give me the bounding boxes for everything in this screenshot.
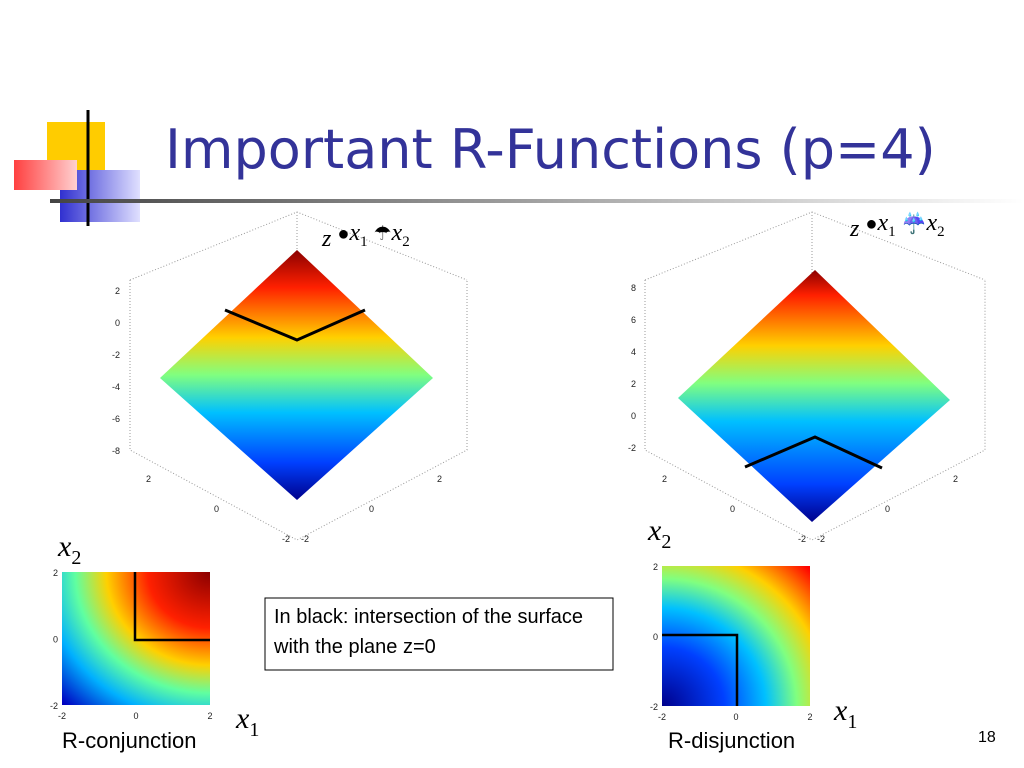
x-tick-label: 0: [733, 712, 738, 722]
formula-part: x: [348, 220, 360, 246]
x-tick-label: -2: [282, 534, 290, 544]
axis-letter: x: [647, 514, 662, 547]
zero-contour: [224, 308, 366, 342]
y-tick-label: 2: [53, 568, 58, 578]
z-tick-label: -4: [112, 382, 120, 392]
formula-part: 1: [888, 224, 896, 240]
y-tick-label: 2: [953, 474, 958, 484]
z-tick-label: -6: [112, 414, 120, 424]
axis-letter: x: [57, 530, 72, 563]
formula-part: ☔: [902, 211, 927, 235]
zero-contour: [662, 633, 739, 706]
x-tick-label: 0: [214, 504, 219, 514]
caption: R-disjunction: [668, 728, 795, 753]
formula-part: ●: [865, 213, 877, 235]
y-tick-label: -2: [650, 702, 658, 712]
z-tick-label: 4: [631, 347, 636, 357]
formula-part: ☂: [374, 223, 392, 245]
y-tick-label: -2: [817, 534, 825, 544]
formula: z ●x1 ☔x2: [849, 210, 945, 242]
formula-part: 2: [402, 234, 410, 250]
formula: z ●x1 ☂x2: [321, 220, 410, 252]
formula-part: x: [926, 210, 938, 236]
y-tick-label: 2: [437, 474, 442, 484]
x-tick-label: 0: [730, 504, 735, 514]
y-tick-label: 0: [369, 504, 374, 514]
zero-contour: [744, 435, 883, 470]
z-tick-label: -2: [628, 443, 636, 453]
x-tick-label: 2: [807, 712, 812, 722]
formula-part: x: [391, 220, 403, 246]
z-tick-label: -8: [112, 446, 120, 456]
axis-letter: x: [833, 694, 848, 727]
z-tick-label: 0: [115, 318, 120, 328]
y-tick-label: 0: [885, 504, 890, 514]
axis-letter: x: [235, 702, 250, 735]
zero-contour: [133, 572, 210, 642]
surface: [678, 270, 950, 522]
y-tick-label: 2: [653, 562, 658, 572]
z-tick-label: -2: [112, 350, 120, 360]
caption: R-conjunction: [62, 728, 197, 753]
formula-part: z: [849, 216, 860, 242]
axis-sub: 2: [661, 531, 671, 553]
y-tick-label: -2: [50, 701, 58, 711]
formula-part: z: [321, 226, 332, 252]
x-tick-label: 2: [662, 474, 667, 484]
axis-sub: 1: [847, 711, 857, 733]
z-tick-label: 2: [115, 286, 120, 296]
page-number: 18: [978, 729, 996, 746]
note-box: [264, 597, 614, 671]
y-tick-label: 0: [653, 632, 658, 642]
formula-part: x: [876, 210, 888, 236]
formula-part: ●: [337, 223, 349, 245]
z-tick-label: 6: [631, 315, 636, 325]
y-tick-label: 0: [53, 635, 58, 645]
x-tick-label: -2: [58, 711, 66, 721]
axis-label: x1: [235, 702, 259, 741]
axis-sub: 1: [249, 719, 259, 741]
formula-part: 1: [360, 234, 368, 250]
note: In black: intersection of the surface wi…: [274, 606, 584, 658]
axis-label: x2: [647, 514, 671, 553]
z-tick-label: 8: [631, 283, 636, 293]
surface: [160, 250, 433, 500]
x-tick-label: -2: [658, 712, 666, 722]
axis-label: x2: [57, 530, 81, 569]
z-tick-label: 2: [631, 379, 636, 389]
title: Important R-Functions (p=4): [165, 118, 936, 181]
x-tick-label: 2: [146, 474, 151, 484]
y-tick-label: -2: [301, 534, 309, 544]
x-tick-label: -2: [798, 534, 806, 544]
rule: [50, 199, 1024, 203]
x-tick-label: 2: [207, 711, 212, 721]
z-tick-label: 0: [631, 411, 636, 421]
x-tick-label: 0: [133, 711, 138, 721]
note-wrap: In black: intersection of the surface wi…: [274, 606, 584, 658]
formula-part: 2: [937, 224, 945, 240]
deco: [14, 160, 77, 190]
axis-sub: 2: [71, 547, 81, 569]
axis-label: x1: [833, 694, 857, 733]
